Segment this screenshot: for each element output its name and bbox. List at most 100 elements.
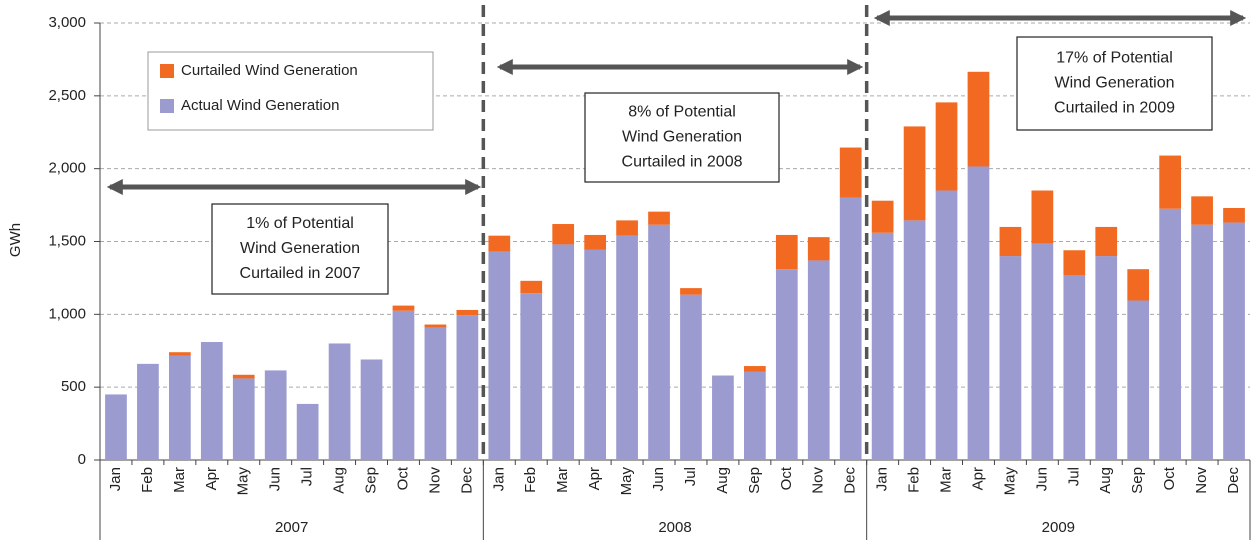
- x-tick-label: Jul: [682, 467, 699, 486]
- bar-segment: [744, 371, 766, 460]
- group-label: 2008: [658, 519, 691, 536]
- x-tick-label: Jan: [107, 467, 124, 491]
- bar-segment: [1063, 250, 1086, 276]
- x-tick-label: Jun: [267, 467, 284, 491]
- bar-segment: [1031, 190, 1054, 244]
- annotation-text: Wind Generation: [240, 240, 360, 257]
- x-tick-label: Apr: [203, 467, 220, 490]
- x-tick-label: Feb: [906, 467, 923, 493]
- legend-swatch: [160, 99, 174, 113]
- bar-segment: [392, 305, 415, 311]
- bar-segment: [967, 166, 990, 460]
- bar-segment: [169, 352, 191, 356]
- x-tick-label: Dec: [842, 467, 859, 494]
- x-tick-label: Sep: [1129, 467, 1146, 494]
- bar-segment: [616, 220, 638, 236]
- bar-segment: [520, 293, 543, 460]
- bar-segment: [552, 244, 575, 460]
- bar-segment: [807, 237, 830, 261]
- x-tick-label: Apr: [969, 467, 986, 490]
- bar-segment: [328, 343, 351, 460]
- x-tick-label: Jan: [490, 467, 507, 491]
- bar-segment: [967, 71, 990, 167]
- annotation-text: 8% of Potential: [628, 104, 736, 121]
- annotation-text: Curtailed in 2008: [622, 154, 743, 171]
- bar-segment: [1191, 196, 1213, 225]
- x-tick-label: Jan: [874, 467, 891, 491]
- x-tick-label: Oct: [394, 466, 411, 490]
- x-tick-label: Sep: [362, 467, 379, 494]
- x-tick-label: Aug: [331, 467, 348, 494]
- bar-segment: [680, 294, 702, 460]
- x-tick-label: Mar: [554, 467, 571, 493]
- annotation-box: [211, 203, 389, 295]
- bar-segment: [488, 235, 511, 252]
- bar-segment: [232, 374, 255, 379]
- bar-segment: [807, 260, 830, 460]
- bar-segment: [1159, 155, 1181, 209]
- bar-segment: [392, 310, 415, 460]
- legend-label: Curtailed Wind Generation: [181, 62, 358, 79]
- y-tick-label: 500: [61, 378, 86, 395]
- bar-segment: [999, 226, 1022, 257]
- x-tick-label: Jun: [1033, 467, 1050, 491]
- bar-segment: [1223, 222, 1245, 460]
- y-tick-label: 3,000: [48, 14, 86, 31]
- annotation-text: Curtailed in 2009: [1054, 100, 1175, 117]
- bar-segment: [903, 220, 926, 460]
- x-tick-label: Dec: [1225, 467, 1242, 494]
- x-tick-label: Feb: [139, 467, 156, 493]
- bar-segment: [648, 211, 670, 225]
- x-tick-label: Mar: [171, 467, 188, 493]
- bar-segment: [584, 234, 606, 250]
- annotation-text: Curtailed in 2007: [240, 265, 361, 282]
- bar-segment: [648, 224, 670, 460]
- bar-segment: [232, 378, 255, 460]
- bar-segment: [871, 232, 894, 460]
- x-tick-label: Jul: [299, 467, 316, 486]
- annotation-text: 17% of Potential: [1056, 50, 1173, 67]
- bar-segment: [424, 327, 447, 460]
- annotation-box: [1016, 36, 1213, 131]
- x-tick-label: Dec: [458, 467, 475, 494]
- bar-segment: [903, 126, 926, 221]
- x-tick-label: Nov: [1193, 467, 1210, 494]
- x-tick-label: Oct: [1161, 466, 1178, 490]
- bar-segment: [744, 366, 766, 372]
- bar-segment: [1127, 269, 1150, 301]
- x-tick-label: Oct: [778, 466, 795, 490]
- y-tick-label: 0: [78, 451, 86, 468]
- bar-segment: [1223, 207, 1245, 223]
- x-tick-label: Jun: [650, 467, 667, 491]
- y-tick-label: 2,500: [48, 87, 86, 104]
- bar-segment: [552, 224, 575, 245]
- y-tick-label: 1,000: [48, 305, 86, 322]
- x-tick-label: Sep: [746, 467, 763, 494]
- bar-segment: [1063, 275, 1086, 460]
- annotation-text: Wind Generation: [622, 129, 742, 146]
- bar-segment: [935, 102, 958, 191]
- bar-segment: [456, 309, 479, 316]
- bar-segment: [1031, 243, 1054, 460]
- bar-segment: [137, 363, 159, 460]
- bar-segment: [616, 235, 638, 460]
- bars: [105, 71, 1245, 461]
- annotation-text: Wind Generation: [1054, 75, 1174, 92]
- bar-segment: [712, 375, 734, 460]
- bar-segment: [1095, 226, 1118, 257]
- bar-segment: [200, 342, 223, 460]
- y-tick-label: 1,500: [48, 232, 86, 249]
- x-tick-label: Nov: [810, 467, 827, 494]
- x-tick-label: Aug: [1097, 467, 1114, 494]
- bar-segment: [680, 288, 702, 295]
- bar-segment: [839, 197, 862, 461]
- annotation-box: [584, 92, 780, 183]
- bar-segment: [1159, 208, 1181, 460]
- bar-segment: [775, 269, 798, 460]
- x-tick-label: May: [618, 467, 635, 496]
- x-tick-label: Feb: [522, 467, 539, 493]
- bar-segment: [296, 403, 319, 460]
- bar-segment: [360, 359, 383, 460]
- y-axis-title: GWh: [7, 223, 24, 257]
- bar-segment: [775, 234, 798, 270]
